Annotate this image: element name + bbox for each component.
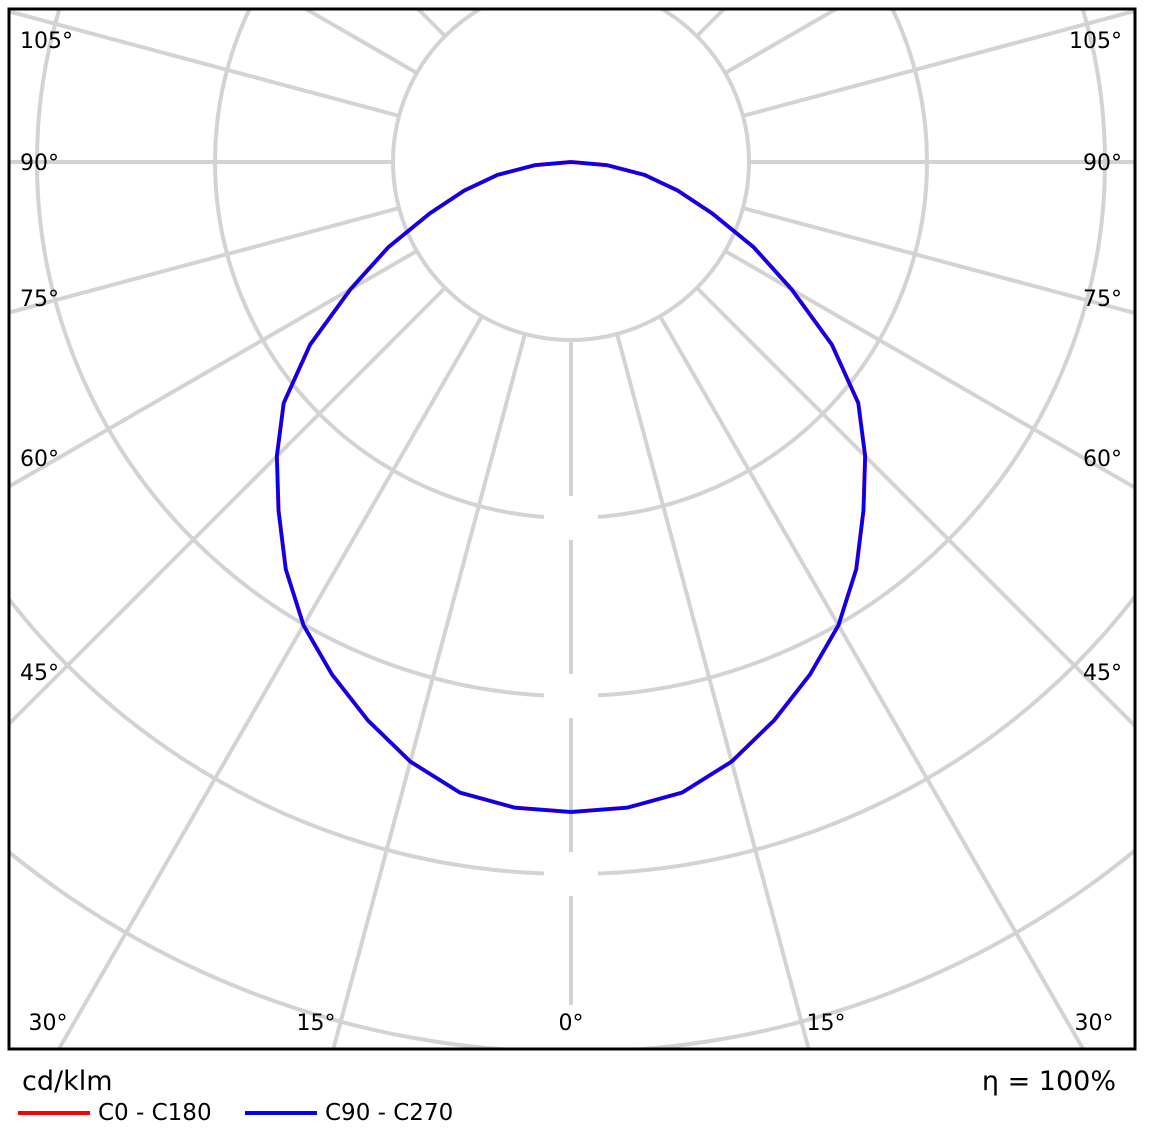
angle-label: 90°: [20, 151, 59, 176]
ring-label-gap: [544, 852, 598, 896]
grid-spoke: [658, 315, 1085, 1049]
angle-label: 105°: [20, 29, 73, 54]
angle-label: 45°: [20, 661, 59, 686]
angle-label: 0°: [559, 1011, 584, 1036]
curves: [274, 160, 868, 814]
legend-item-c90-c270: C90 - C270: [245, 1100, 453, 1126]
angle-label: 15°: [297, 1011, 336, 1036]
ring-label-gap: [544, 674, 598, 718]
angle-label: 45°: [1083, 661, 1122, 686]
angle-label: 60°: [1083, 447, 1122, 472]
grid-spoke: [331, 333, 527, 1049]
left-angle-labels: 105° 90° 75° 60° 45°: [20, 29, 73, 686]
angle-label: 90°: [1083, 151, 1122, 176]
grid-spoke: [724, 9, 838, 75]
ring-label-gap: [544, 496, 598, 540]
legend-item-c0-c180: C0 - C180: [18, 1100, 212, 1126]
angle-label: 105°: [1069, 29, 1122, 54]
angle-label: 30°: [1075, 1011, 1114, 1036]
ring-label-gap: [544, 1005, 598, 1049]
plot-frame: [7, 7, 1137, 1051]
efficiency-label: η = 100%: [981, 1066, 1116, 1097]
grid-spoke: [695, 286, 1135, 728]
legend-swatch-red: [18, 1111, 90, 1115]
grid-spoke: [9, 206, 400, 315]
grid-spoke: [9, 9, 400, 118]
legend-label: C90 - C270: [325, 1100, 454, 1126]
grid-spoke: [304, 9, 418, 75]
grid-spoke: [742, 206, 1135, 316]
angle-label: 60°: [20, 447, 59, 472]
grid-spoke: [615, 333, 811, 1049]
angle-label: 30°: [29, 1011, 68, 1036]
angle-label: 75°: [20, 287, 59, 312]
grid-spoke: [416, 9, 447, 38]
polar-grid: [9, 9, 1135, 1049]
bottom-angle-labels: 30° 15° 0° 15° 30°: [29, 1011, 1114, 1036]
grid-ring: [9, 593, 1135, 876]
series-line-c90-c270: [275, 160, 867, 814]
grid-spoke: [57, 315, 484, 1049]
angle-label: 75°: [1083, 287, 1122, 312]
grid-ring: [391, 9, 751, 342]
grid-spoke: [695, 9, 726, 38]
right-angle-labels: 105° 90° 75° 60° 45°: [1069, 29, 1122, 686]
legend-label: C0 - C180: [98, 1100, 212, 1126]
angle-label: 15°: [807, 1011, 846, 1036]
legend-swatch-blue: [245, 1111, 317, 1115]
unit-label: cd/klm: [22, 1066, 113, 1097]
grid-spoke: [742, 9, 1135, 118]
grid-spoke: [9, 286, 447, 726]
